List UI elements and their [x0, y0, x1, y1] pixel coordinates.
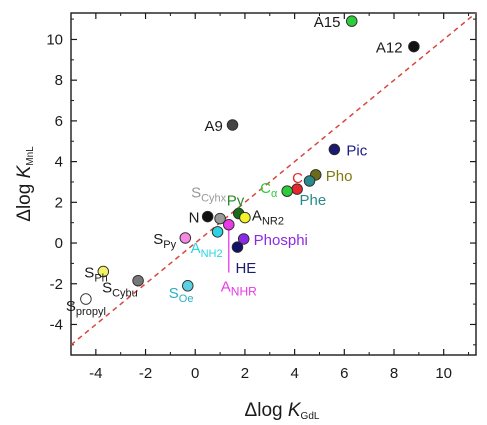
x-tick-label: -4 [89, 365, 102, 382]
point-label: Phosphi [254, 232, 308, 249]
data-point [201, 210, 214, 223]
x-tick-label: -2 [139, 365, 152, 382]
y-axis-title: Δlog KMnL [14, 146, 36, 222]
identity-line [71, 13, 476, 346]
data-point [226, 119, 239, 131]
point-labels: A15 A12 A9 Pic C Pho Cα Phe Py ANR2 N SCyhx ANH2 SPy P… [66, 14, 403, 318]
data-point [408, 40, 420, 53]
point-label: SCybu [102, 280, 138, 300]
data-point [182, 280, 194, 292]
x-tick-label: 6 [340, 365, 348, 382]
point-label: ANH2 [191, 240, 223, 260]
y-tick-label: 6 [55, 113, 63, 130]
data-point [132, 274, 144, 287]
data-point [237, 233, 250, 245]
identity-dashed-line [71, 13, 476, 346]
point-label: SCyhx [191, 185, 227, 205]
y-tick-label: 0 [55, 235, 63, 252]
point-label: A9 [205, 118, 223, 135]
data-point [346, 15, 358, 27]
x-tick-label: 2 [241, 365, 249, 382]
point-label: N [189, 210, 200, 227]
point-label: Spropyl [66, 298, 106, 318]
point-label: SPy [153, 231, 176, 251]
y-tick-label: -4 [50, 316, 63, 333]
data-points [80, 15, 420, 305]
data-point [214, 212, 226, 225]
data-point [223, 218, 235, 231]
data-point [179, 232, 192, 244]
data-point [211, 226, 224, 238]
point-label: SPh [84, 265, 107, 285]
x-tick-label: 4 [290, 365, 298, 382]
x-axis-title: Δlog KGdL [245, 400, 320, 422]
point-label: Phe [300, 192, 327, 209]
point-label: Pho [326, 168, 353, 185]
point-label: A12 [376, 40, 403, 57]
point-label: Pic [346, 142, 367, 159]
data-point [281, 185, 293, 197]
y-tick-label: 4 [55, 154, 63, 171]
annotation-label: ANHR [221, 279, 257, 299]
point-label: SOe [169, 285, 194, 305]
point-label: A15 [314, 14, 341, 31]
x-tick-label: 0 [191, 365, 199, 382]
plot-frame [70, 12, 477, 356]
annotation-layer: ANHR [221, 227, 257, 299]
point-label: HE [235, 260, 256, 277]
y-tick-label: 10 [46, 31, 63, 48]
x-tick-label: 10 [435, 365, 452, 382]
point-label: Py [227, 193, 245, 210]
data-point [328, 143, 341, 156]
axis-ticks: -4 -2 0 2 4 6 8 10 -4 -2 0 2 4 6 8 10 [46, 13, 476, 382]
y-tick-label: 2 [55, 194, 63, 211]
y-tick-label: -2 [50, 276, 63, 293]
data-point [97, 265, 110, 278]
data-point [231, 241, 244, 253]
point-label: Cα [260, 180, 278, 200]
data-point [80, 293, 92, 305]
x-tick-label: 8 [390, 365, 398, 382]
data-point [239, 211, 251, 224]
y-tick-label: 8 [55, 72, 63, 89]
point-label: C [292, 170, 303, 187]
data-point [303, 175, 316, 187]
point-label: ANR2 [252, 208, 284, 228]
